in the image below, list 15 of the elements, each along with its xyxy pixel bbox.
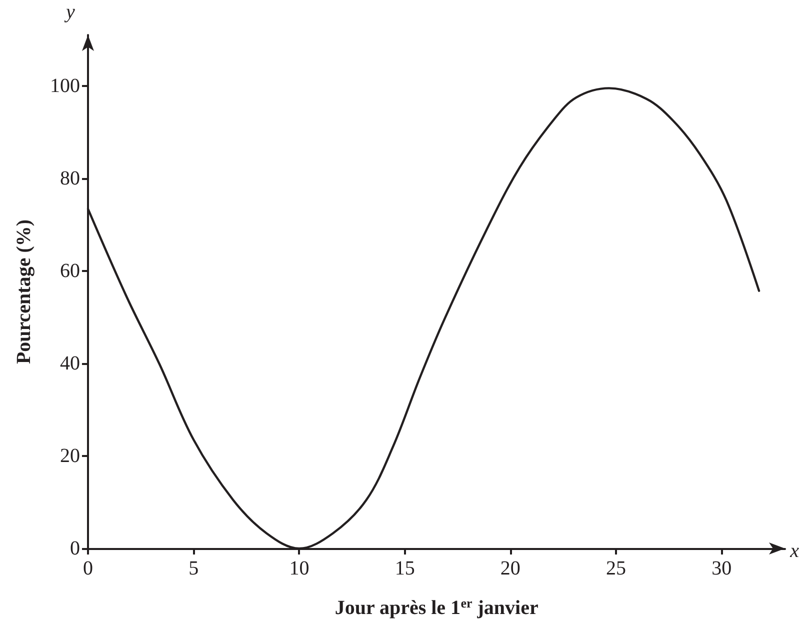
x-tick-label: 25	[606, 558, 626, 580]
y-tick-label: 80	[60, 167, 80, 190]
x-tick-label: 5	[188, 558, 199, 580]
y-tick-label: 0	[70, 538, 80, 560]
x-tick-label: 20	[500, 558, 520, 580]
text: x	[789, 540, 799, 562]
x-tick-label: 15	[394, 558, 415, 580]
y-axis-title: Pourcentage (%)	[13, 219, 35, 364]
y-tick-label: 20	[60, 444, 80, 467]
x-tick-label: 30	[712, 558, 732, 580]
text: y	[64, 1, 75, 23]
x-tick-label: 10	[289, 558, 310, 580]
y-tick-label: 60	[60, 260, 80, 282]
y-tick-label: 40	[60, 352, 80, 374]
y-tick-label: 100	[50, 74, 80, 97]
